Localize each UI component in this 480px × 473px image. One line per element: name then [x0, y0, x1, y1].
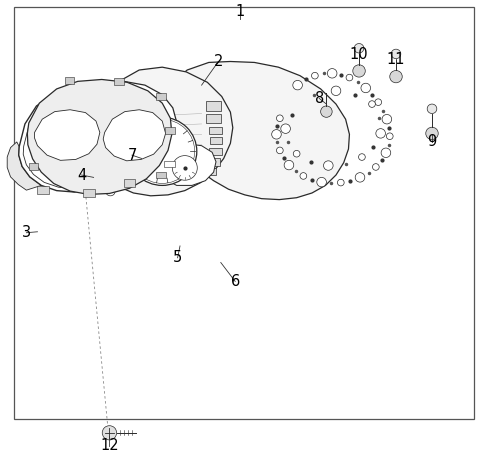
Circle shape — [375, 99, 382, 105]
Bar — [209, 148, 222, 155]
Bar — [176, 79, 188, 85]
Bar — [124, 179, 135, 187]
Circle shape — [324, 161, 333, 170]
Circle shape — [390, 70, 402, 83]
Circle shape — [281, 124, 290, 133]
Circle shape — [103, 90, 113, 99]
Text: 8: 8 — [314, 91, 324, 106]
Bar — [14, 7, 474, 419]
Text: 6: 6 — [230, 274, 240, 289]
Circle shape — [376, 129, 385, 138]
Bar — [180, 93, 192, 98]
Bar — [164, 161, 175, 167]
Polygon shape — [160, 144, 216, 185]
Text: 12: 12 — [100, 438, 119, 453]
Circle shape — [321, 106, 332, 117]
Circle shape — [331, 86, 341, 96]
Polygon shape — [170, 61, 349, 200]
Bar — [83, 189, 95, 197]
Text: 9: 9 — [427, 134, 437, 149]
Circle shape — [276, 115, 283, 122]
Bar — [205, 158, 220, 166]
Bar — [37, 186, 49, 194]
Circle shape — [381, 148, 391, 158]
Circle shape — [361, 83, 371, 93]
Circle shape — [346, 74, 353, 81]
Polygon shape — [27, 79, 172, 194]
Bar — [156, 93, 166, 100]
Text: 10: 10 — [350, 47, 368, 62]
Polygon shape — [69, 81, 177, 175]
Circle shape — [426, 127, 438, 140]
Circle shape — [337, 179, 344, 186]
Circle shape — [102, 426, 117, 440]
Circle shape — [327, 69, 337, 78]
Text: 2: 2 — [214, 54, 223, 69]
Circle shape — [284, 160, 294, 170]
Text: 7: 7 — [127, 148, 137, 163]
Circle shape — [300, 173, 307, 179]
Polygon shape — [93, 67, 233, 196]
Circle shape — [372, 164, 379, 170]
Circle shape — [386, 133, 393, 140]
Circle shape — [354, 44, 364, 53]
Bar — [209, 127, 222, 134]
Text: 11: 11 — [387, 52, 405, 67]
Bar — [114, 78, 124, 85]
Circle shape — [355, 173, 365, 182]
Text: 4: 4 — [77, 167, 86, 183]
Circle shape — [172, 156, 197, 180]
Bar — [206, 114, 221, 123]
Bar — [84, 94, 102, 106]
Circle shape — [369, 101, 375, 107]
Bar — [65, 77, 74, 84]
Bar — [29, 163, 38, 170]
Polygon shape — [19, 88, 152, 192]
Circle shape — [382, 114, 392, 124]
Bar — [156, 172, 166, 178]
Circle shape — [427, 104, 437, 114]
Circle shape — [293, 80, 302, 90]
Circle shape — [272, 130, 281, 139]
Polygon shape — [35, 110, 100, 160]
Polygon shape — [7, 142, 41, 190]
Bar — [206, 101, 221, 111]
Bar — [210, 137, 222, 144]
Text: 1: 1 — [235, 4, 245, 19]
Polygon shape — [103, 110, 166, 161]
Circle shape — [128, 117, 197, 185]
Text: 5: 5 — [173, 250, 182, 265]
Bar — [202, 168, 216, 175]
Circle shape — [353, 65, 365, 77]
Circle shape — [276, 147, 283, 154]
Circle shape — [293, 150, 300, 157]
Circle shape — [106, 186, 115, 196]
Circle shape — [391, 49, 401, 59]
Circle shape — [359, 154, 365, 160]
Text: 3: 3 — [22, 225, 31, 240]
Circle shape — [312, 72, 318, 79]
Bar — [165, 127, 175, 134]
Circle shape — [317, 177, 326, 187]
